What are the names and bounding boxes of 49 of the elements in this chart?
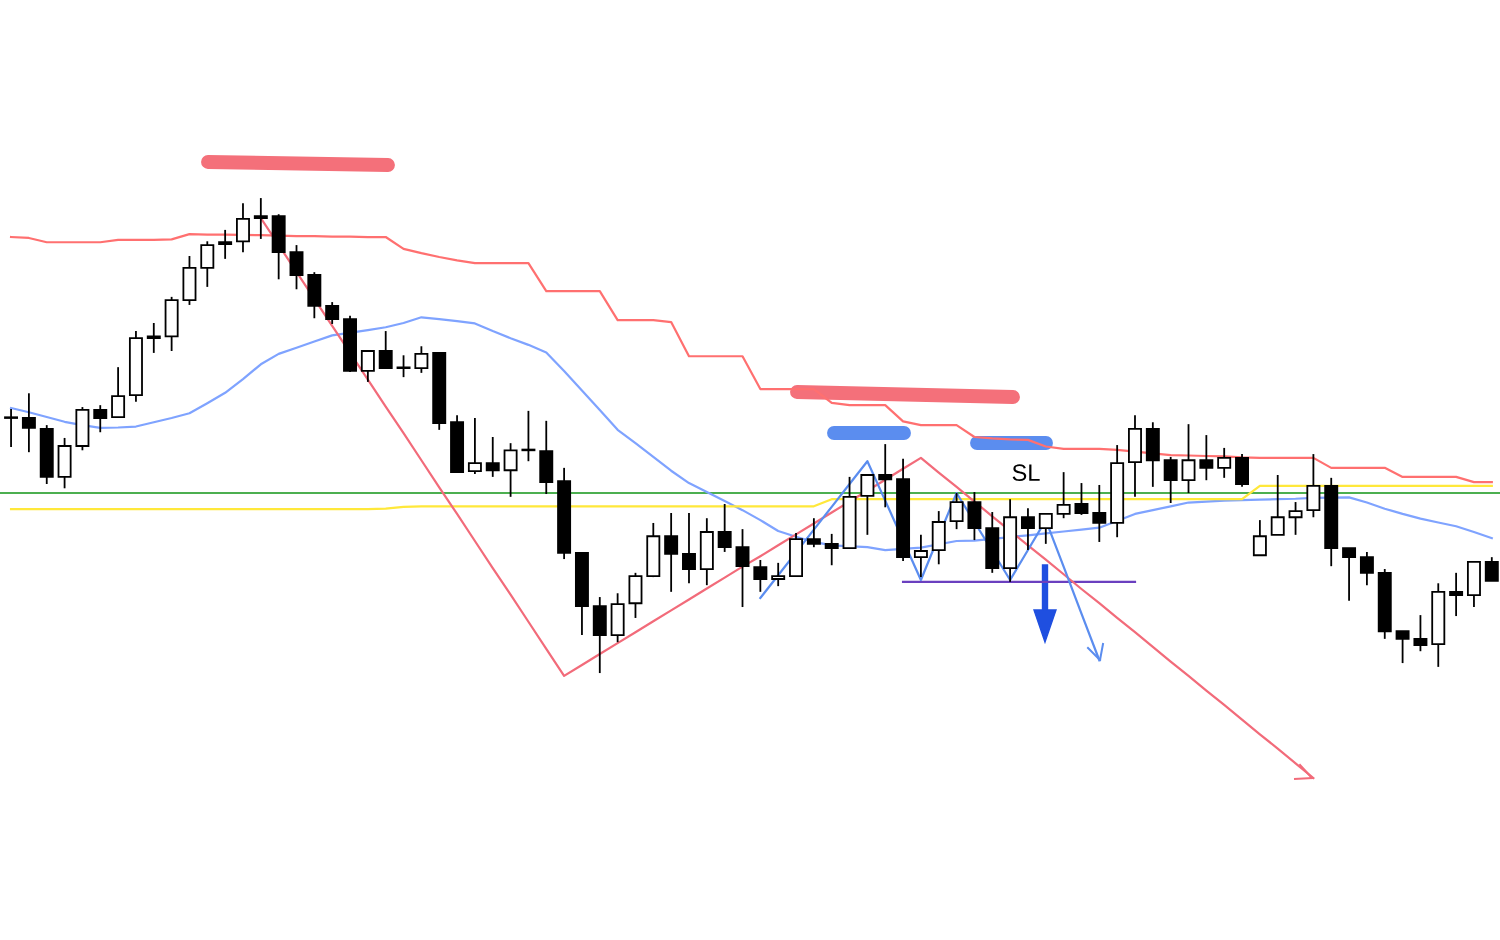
candlestick [325, 301, 340, 325]
candlestick [378, 330, 393, 370]
candlestick [735, 528, 750, 608]
candlestick [1217, 447, 1232, 479]
candlestick [1449, 571, 1464, 617]
candlestick [1484, 556, 1499, 582]
candlestick [236, 202, 250, 254]
candlestick [1252, 519, 1267, 557]
annotation: SL [1012, 464, 1040, 482]
candlestick [1074, 482, 1089, 516]
candlestick [717, 503, 732, 553]
candlestick [200, 240, 215, 288]
candlestick [1395, 630, 1410, 664]
candlestick [360, 349, 375, 383]
candlestick [806, 517, 821, 549]
candlestick [4, 408, 19, 448]
candlestick [146, 322, 161, 354]
candlestick [1413, 614, 1428, 653]
candlestick [949, 492, 964, 531]
candlestick [1342, 547, 1357, 602]
candlestick [1056, 471, 1071, 520]
candlestick [1199, 434, 1214, 482]
candlestick [289, 244, 304, 291]
candlestick [93, 404, 108, 434]
candlestick [218, 228, 233, 260]
candlestick [503, 442, 518, 498]
candlestick [913, 533, 928, 579]
candlestick [1181, 423, 1196, 494]
candlestick [253, 197, 268, 240]
candlestick [878, 443, 893, 509]
candlestick [664, 512, 679, 593]
candlestick [824, 532, 839, 567]
candlestick [753, 559, 768, 593]
candlestick [860, 474, 875, 536]
candlestick [771, 561, 786, 588]
candlestick [467, 417, 482, 475]
candlestick [1020, 507, 1035, 551]
candlestick [1038, 512, 1053, 545]
candlestick [111, 366, 126, 418]
candlestick [682, 512, 696, 585]
candlestick [396, 354, 411, 379]
candlestick [1270, 474, 1285, 536]
candlestick [1163, 456, 1178, 504]
candlestick [414, 345, 429, 374]
candlestick [1359, 551, 1374, 587]
candlestick [485, 436, 500, 478]
candlestick [1288, 501, 1303, 536]
candlestick [21, 392, 36, 454]
candlestick [1092, 484, 1107, 543]
